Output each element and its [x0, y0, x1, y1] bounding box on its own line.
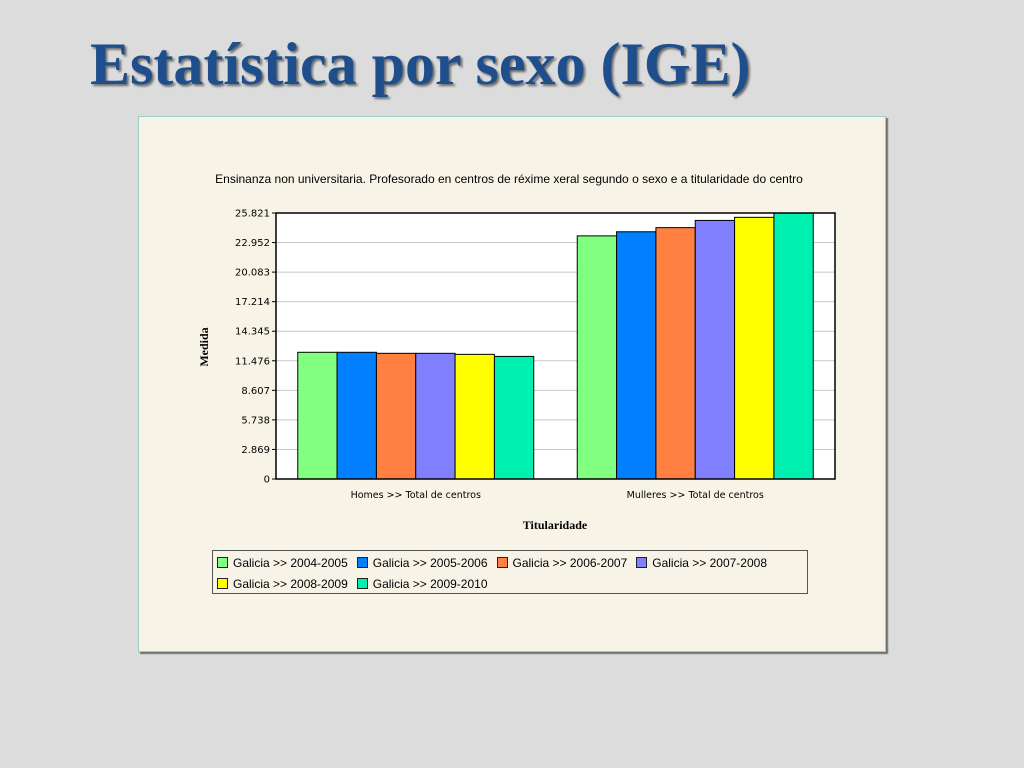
- y-axis-title: Medida: [197, 327, 211, 366]
- y-tick-label: 5.738: [241, 415, 270, 426]
- bar: [694, 219, 736, 480]
- bar: [655, 227, 696, 480]
- legend-label: Galicia >> 2008-2009: [233, 576, 348, 591]
- bar: [415, 352, 456, 480]
- bar: [734, 216, 775, 480]
- legend-item: Galicia >> 2005-2006: [356, 554, 488, 571]
- chart-panel: Ensinanza non universitaria. Profesorado…: [138, 116, 886, 652]
- bar-chart: 0 2.869 5.738 8.607 11.476 14.345 17.214 20.083…: [197, 209, 836, 532]
- chart-title: Ensinanza non universitaria. Profesorado…: [215, 172, 803, 186]
- chart-legend: Galicia >> 2004-2005 Galicia >> 2005-2006…: [212, 550, 808, 594]
- legend-item: Galicia >> 2004-2005: [217, 554, 348, 571]
- legend-label: Galicia >> 2006-2007: [512, 555, 628, 570]
- legend-swatch: [636, 557, 648, 568]
- legend-label: Galicia >> 2009-2010: [372, 576, 488, 591]
- bar: [576, 235, 618, 480]
- y-tick-label: 11.476: [235, 356, 270, 367]
- y-tick-label: 22.952: [235, 238, 270, 249]
- bar: [375, 352, 417, 480]
- bar: [493, 355, 535, 480]
- legend-item: Galicia >> 2007-2008: [636, 554, 767, 571]
- x-category-label: Mulleres >> Total de centros: [627, 490, 764, 501]
- legend-item: Galicia >> 2009-2010: [356, 575, 488, 592]
- y-tick-label: 0: [264, 475, 270, 486]
- legend-swatch: [356, 578, 368, 589]
- y-tick-label: 20.083: [235, 268, 270, 279]
- legend-swatch: [496, 557, 508, 568]
- legend-item: Galicia >> 2006-2007: [496, 554, 628, 571]
- bar: [454, 353, 495, 480]
- legend-swatch: [217, 557, 228, 568]
- y-tick-label: 14.345: [235, 327, 270, 338]
- legend-item: Galicia >> 2008-2009: [217, 575, 348, 592]
- bar: [616, 231, 657, 480]
- x-axis-title: Titularidade: [523, 518, 588, 532]
- legend-label: Galicia >> 2004-2005: [233, 555, 348, 570]
- y-tick-label: 8.607: [241, 386, 270, 397]
- y-tick-label: 17.214: [235, 297, 270, 308]
- legend-label: Galicia >> 2007-2008: [652, 555, 767, 570]
- x-category-label: Homes >> Total de centros: [351, 490, 481, 501]
- y-tick-label: 25.821: [235, 209, 270, 220]
- legend-swatch: [217, 578, 228, 589]
- slide-title: Estatística por sexo (IGE): [90, 31, 751, 97]
- plot-frame: [275, 212, 836, 480]
- bar: [336, 351, 377, 480]
- legend-swatch: [356, 557, 368, 568]
- bar: [773, 212, 814, 480]
- legend-label: Galicia >> 2005-2006: [372, 555, 488, 570]
- y-tick-label: 2.869: [241, 445, 270, 456]
- bar: [297, 351, 338, 480]
